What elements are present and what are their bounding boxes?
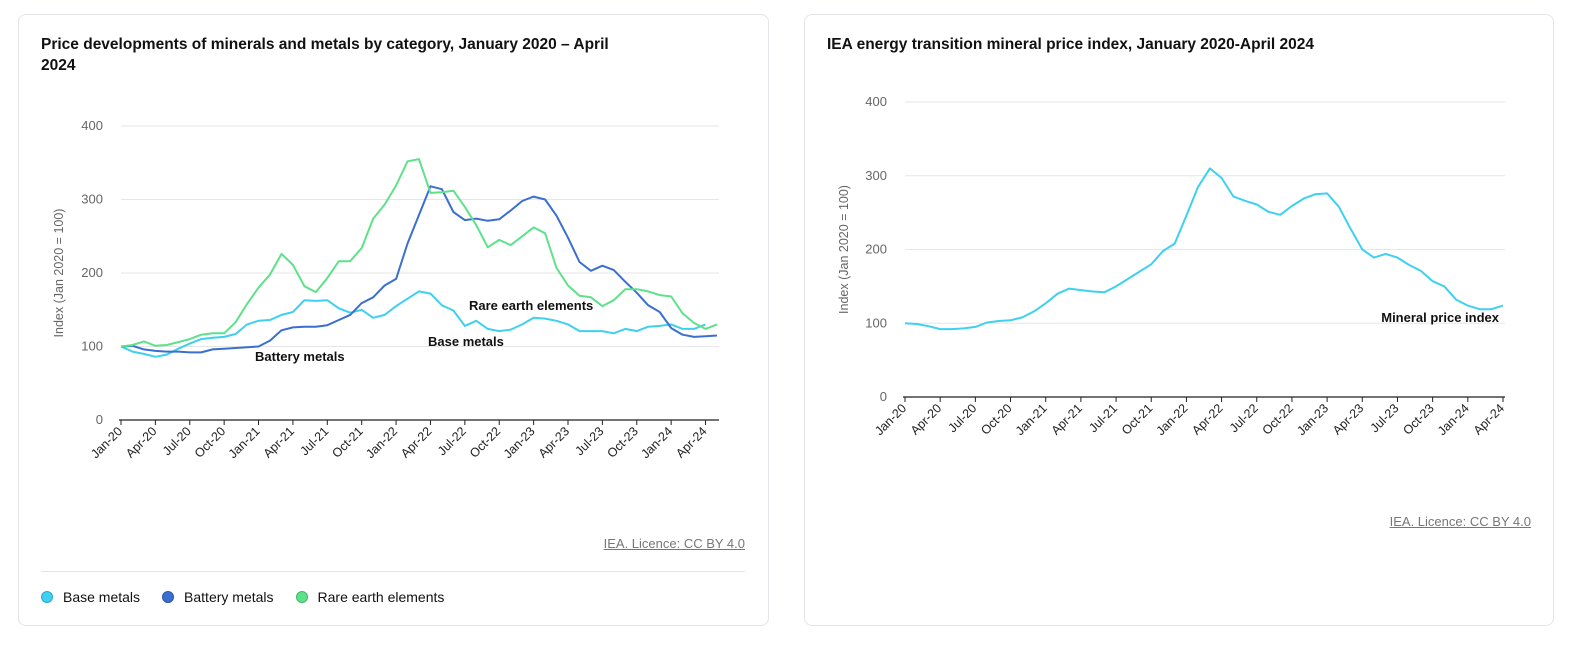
x-tick-label: Oct-20 bbox=[192, 424, 228, 460]
x-tick-label: Jul-21 bbox=[1086, 401, 1120, 435]
x-tick-label: Apr-23 bbox=[536, 424, 572, 460]
chart-legend: Base metals Battery metals Rare earth el… bbox=[41, 589, 466, 605]
x-tick-label: Apr-22 bbox=[398, 424, 434, 460]
x-tick-label: Oct-23 bbox=[1400, 401, 1436, 437]
x-tick-label: Jan-23 bbox=[501, 424, 538, 461]
price-developments-card: Price developments of minerals and metal… bbox=[18, 14, 769, 626]
y-axis-label: Index (Jan 2020 = 100) bbox=[837, 185, 851, 314]
y-tick-label: 300 bbox=[865, 168, 887, 183]
x-tick-label: Jan-22 bbox=[1154, 401, 1191, 438]
x-tick-label: Jul-22 bbox=[1227, 401, 1261, 435]
x-tick-label: Jan-24 bbox=[1435, 401, 1472, 438]
licence-link[interactable]: IEA. Licence: CC BY 4.0 bbox=[603, 536, 745, 551]
chart-title: Price developments of minerals and metal… bbox=[41, 36, 609, 74]
x-tick-label: Apr-21 bbox=[261, 424, 297, 460]
legend-dot-icon bbox=[295, 591, 308, 603]
x-tick-label: Apr-24 bbox=[1471, 401, 1507, 437]
y-tick-label: 100 bbox=[865, 315, 887, 330]
y-tick-label: 400 bbox=[81, 118, 103, 133]
x-tick-label: Apr-22 bbox=[1189, 401, 1225, 437]
series-annotation: Rare earth elements bbox=[469, 298, 593, 313]
x-tick-label: Apr-20 bbox=[908, 401, 944, 437]
x-tick-label: Jan-20 bbox=[88, 424, 125, 461]
mineral-price-index-card: IEA energy transition mineral price inde… bbox=[804, 14, 1554, 626]
y-axis-label: Index (Jan 2020 = 100) bbox=[52, 209, 66, 338]
x-tick-label: Jul-20 bbox=[946, 401, 980, 435]
x-tick-label: Jan-21 bbox=[226, 424, 263, 461]
x-tick-label: Oct-22 bbox=[467, 424, 503, 460]
legend-dot-icon bbox=[162, 591, 175, 603]
y-tick-label: 0 bbox=[96, 412, 103, 427]
series-line-rare-earth-elements bbox=[120, 158, 718, 348]
x-tick-label: Oct-20 bbox=[978, 401, 1014, 437]
legend-item-battery-metals[interactable]: Battery metals bbox=[162, 589, 274, 605]
legend-dot-icon bbox=[41, 591, 53, 603]
x-tick-label: Oct-21 bbox=[329, 424, 365, 460]
x-tick-label: Jan-22 bbox=[363, 424, 400, 461]
series-annotation: Battery metals bbox=[255, 349, 345, 364]
x-tick-label: Apr-23 bbox=[1330, 401, 1366, 437]
x-tick-label: Oct-23 bbox=[604, 424, 640, 460]
x-tick-label: Jul-21 bbox=[297, 424, 331, 458]
series-annotation: Base metals bbox=[428, 334, 504, 349]
x-tick-label: Jan-24 bbox=[638, 424, 675, 461]
x-tick-label: Jul-22 bbox=[435, 424, 469, 458]
y-tick-label: 200 bbox=[81, 265, 103, 280]
legend-label: Rare earth elements bbox=[317, 589, 445, 605]
y-tick-label: 300 bbox=[81, 192, 103, 207]
legend-item-rare-earth-elements[interactable]: Rare earth elements bbox=[295, 589, 445, 605]
legend-label: Base metals bbox=[63, 589, 141, 605]
x-tick-label: Jul-23 bbox=[573, 424, 607, 458]
y-tick-label: 400 bbox=[865, 94, 887, 109]
x-tick-label: Apr-21 bbox=[1049, 401, 1085, 437]
legend-divider bbox=[41, 571, 745, 572]
x-tick-label: Apr-24 bbox=[673, 424, 709, 460]
x-tick-label: Jan-21 bbox=[1013, 401, 1050, 438]
x-tick-label: Apr-20 bbox=[123, 424, 159, 460]
x-tick-label: Jul-23 bbox=[1368, 401, 1402, 435]
y-tick-label: 200 bbox=[865, 242, 887, 257]
x-tick-label: Jan-23 bbox=[1294, 401, 1331, 438]
chart-title: IEA energy transition mineral price inde… bbox=[827, 36, 1315, 53]
x-tick-label: Jul-20 bbox=[160, 424, 194, 458]
series-line-base-metals bbox=[120, 290, 706, 358]
series-line-battery-metals bbox=[120, 185, 718, 354]
legend-item-base-metals[interactable]: Base metals bbox=[41, 589, 140, 605]
y-tick-label: 100 bbox=[81, 339, 103, 354]
x-tick-label: Oct-21 bbox=[1119, 401, 1155, 437]
series-line-mineral-price-index bbox=[904, 167, 1504, 331]
x-tick-label: Oct-22 bbox=[1260, 401, 1296, 437]
licence-link[interactable]: IEA. Licence: CC BY 4.0 bbox=[1389, 514, 1531, 529]
legend-label: Battery metals bbox=[184, 589, 274, 605]
series-annotation: Mineral price index bbox=[1381, 310, 1500, 325]
x-tick-label: Jan-20 bbox=[872, 401, 909, 438]
y-tick-label: 0 bbox=[880, 389, 887, 404]
